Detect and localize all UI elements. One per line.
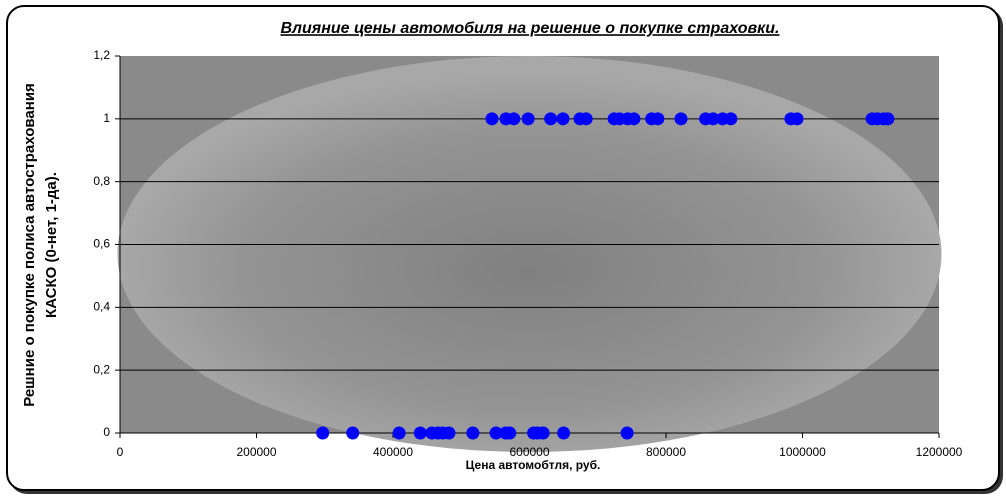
point bbox=[556, 112, 570, 126]
x-tick-label: 1200000 bbox=[916, 445, 963, 459]
x-tick-label: 0 bbox=[117, 445, 124, 459]
point bbox=[881, 112, 895, 126]
point bbox=[557, 426, 571, 440]
point bbox=[489, 426, 503, 440]
y-tick-label: 0,6 bbox=[93, 237, 110, 251]
x-tick-label: 200000 bbox=[236, 445, 276, 459]
point bbox=[413, 426, 427, 440]
y-tick-label: 0 bbox=[103, 425, 110, 439]
x-tick-label: 600000 bbox=[509, 445, 549, 459]
point bbox=[346, 426, 360, 440]
plot-glow bbox=[117, 56, 942, 452]
point bbox=[536, 426, 550, 440]
y-tick-label: 0,4 bbox=[93, 300, 110, 314]
point bbox=[316, 426, 330, 440]
x-tick-label: 400000 bbox=[373, 445, 413, 459]
point bbox=[627, 112, 641, 126]
y-tick-label: 0,8 bbox=[93, 174, 110, 188]
point bbox=[544, 112, 558, 126]
point bbox=[674, 112, 688, 126]
point bbox=[503, 426, 517, 440]
point bbox=[442, 426, 456, 440]
point bbox=[579, 112, 593, 126]
chart-title: Влияние цены автомобиля на решение о пок… bbox=[281, 20, 780, 37]
point bbox=[724, 112, 738, 126]
point bbox=[651, 112, 665, 126]
point bbox=[485, 112, 499, 126]
point bbox=[392, 426, 406, 440]
y-axis-label: Решние о покупке полиса автострахования … bbox=[21, 83, 60, 407]
x-axis-label: Цена автомобтля, руб. bbox=[466, 458, 601, 472]
point bbox=[790, 112, 804, 126]
point bbox=[620, 426, 634, 440]
point bbox=[706, 112, 720, 126]
point bbox=[521, 112, 535, 126]
y-tick-label: 1 bbox=[103, 111, 110, 125]
y-tick-label: 1,2 bbox=[93, 48, 110, 62]
point bbox=[507, 112, 521, 126]
x-tick-label: 800000 bbox=[646, 445, 686, 459]
x-tick-label: 1000000 bbox=[779, 445, 826, 459]
point bbox=[466, 426, 480, 440]
y-tick-label: 0,2 bbox=[93, 362, 110, 376]
